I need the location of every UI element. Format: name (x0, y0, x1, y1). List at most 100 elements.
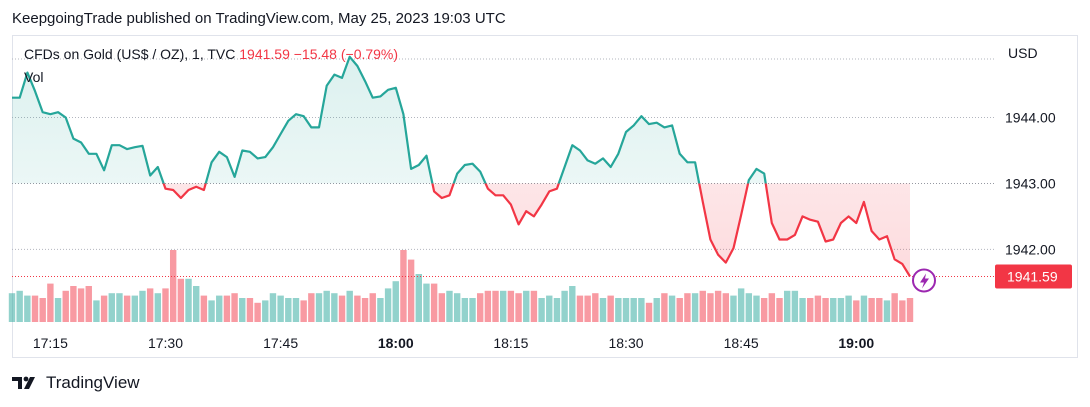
volume-bar (315, 293, 323, 322)
volume-bar (737, 288, 745, 322)
volume-bar (392, 281, 399, 322)
volume-bar (216, 295, 223, 322)
volume-bar (484, 290, 492, 322)
volume-bar (62, 290, 69, 322)
volume-bar (599, 298, 607, 322)
volume-bar (753, 295, 760, 322)
volume-bar (154, 293, 162, 322)
volume-bar (354, 295, 361, 322)
volume-bar (246, 298, 254, 322)
volume-bar (377, 298, 384, 322)
volume-bar (169, 250, 177, 322)
volume-bar (707, 293, 714, 322)
volume-bar (638, 298, 645, 322)
volume-bar (146, 288, 154, 322)
volume-bar (584, 295, 591, 322)
volume-bar (768, 293, 776, 322)
volume-bar (223, 295, 231, 322)
volume-bar (231, 293, 238, 322)
x-tick-label: 17:30 (148, 335, 183, 351)
chart-legend: CFDs on Gold (US$ / OZ), 1, TVC 1941.59 … (24, 46, 398, 62)
x-tick-label: 17:45 (263, 335, 298, 351)
volume-bar (407, 259, 415, 322)
x-tick-label: 18:45 (724, 335, 759, 351)
volume-bar (85, 286, 92, 322)
volume-bar (714, 290, 722, 322)
volume-bar (77, 288, 85, 322)
volume-bar (476, 293, 484, 322)
volume-bar (423, 283, 430, 322)
volume-bar (576, 295, 584, 322)
volume-bar (699, 290, 706, 322)
volume-bar (837, 298, 845, 322)
volume-bar (100, 295, 108, 322)
volume-bar (131, 295, 139, 322)
volume-bar (308, 293, 315, 322)
volume-bar (54, 298, 62, 322)
volume-bar (39, 298, 46, 322)
tradingview-footer[interactable]: TradingView (12, 373, 140, 393)
volume-bar (492, 290, 499, 322)
volume-bar (70, 286, 77, 322)
volume-bar (523, 290, 530, 322)
x-tick-label: 18:15 (493, 335, 528, 351)
volume-bar (814, 295, 822, 322)
volume-bar (684, 293, 691, 322)
price-line-above (12, 55, 767, 184)
volume-bar (500, 290, 507, 322)
tradingview-brand: TradingView (46, 373, 140, 392)
x-tick-label: 18:00 (378, 335, 414, 351)
volume-bar (24, 295, 31, 322)
volume-bar (883, 300, 891, 322)
volume-bar (868, 298, 875, 322)
volume-bar (139, 290, 146, 322)
volume-bar (8, 293, 16, 322)
volume-bar (346, 290, 353, 322)
volume-bar (93, 300, 100, 322)
volume-bar (791, 290, 799, 322)
y-tick-label: 1944.00 (1005, 109, 1056, 125)
volume-bar (799, 298, 806, 322)
volume-bar (592, 293, 599, 322)
price-area (12, 56, 910, 277)
last-price-marker: 1941.59 (12, 264, 1072, 293)
price-line (12, 55, 911, 278)
publish-info: KeepgoingTrade published on TradingView.… (12, 10, 506, 27)
volume-bar (331, 293, 338, 322)
volume-bar (607, 295, 614, 322)
volume-bar (615, 298, 622, 322)
currency-label: USD (1008, 45, 1038, 61)
volume-bar (722, 293, 729, 322)
volume-bar (622, 298, 630, 322)
volume-bar (906, 298, 914, 322)
volume-bar (561, 290, 568, 322)
volume-bar (507, 290, 515, 322)
volume-bar (300, 300, 307, 322)
volume-bar (538, 298, 545, 322)
volume-bar (31, 295, 39, 322)
volume-bar (269, 293, 277, 322)
y-tick-label: 1943.00 (1005, 175, 1056, 191)
volume-bar (876, 298, 883, 322)
chart-frame (12, 35, 1078, 358)
last-price-badge (995, 264, 1072, 289)
volume-bar (108, 293, 115, 322)
volume-bar (461, 298, 469, 322)
volume-bar (730, 295, 737, 322)
volume-bar (208, 300, 215, 322)
volume-bar (676, 298, 683, 322)
volume-bar (185, 278, 192, 322)
volume-bar (338, 295, 346, 322)
x-tick-label: 19:00 (838, 335, 874, 351)
volume-bar (668, 295, 676, 322)
volume-bar (285, 298, 292, 322)
area-below-baseline (163, 183, 910, 277)
volume-bar (899, 300, 906, 322)
volume-bar (553, 298, 561, 322)
area-above-baseline (12, 56, 910, 184)
last-price-text: 1941.59 (1007, 268, 1058, 284)
x-tick-label: 17:15 (33, 335, 68, 351)
volume-bar (546, 295, 553, 322)
volume-bar (369, 293, 376, 322)
